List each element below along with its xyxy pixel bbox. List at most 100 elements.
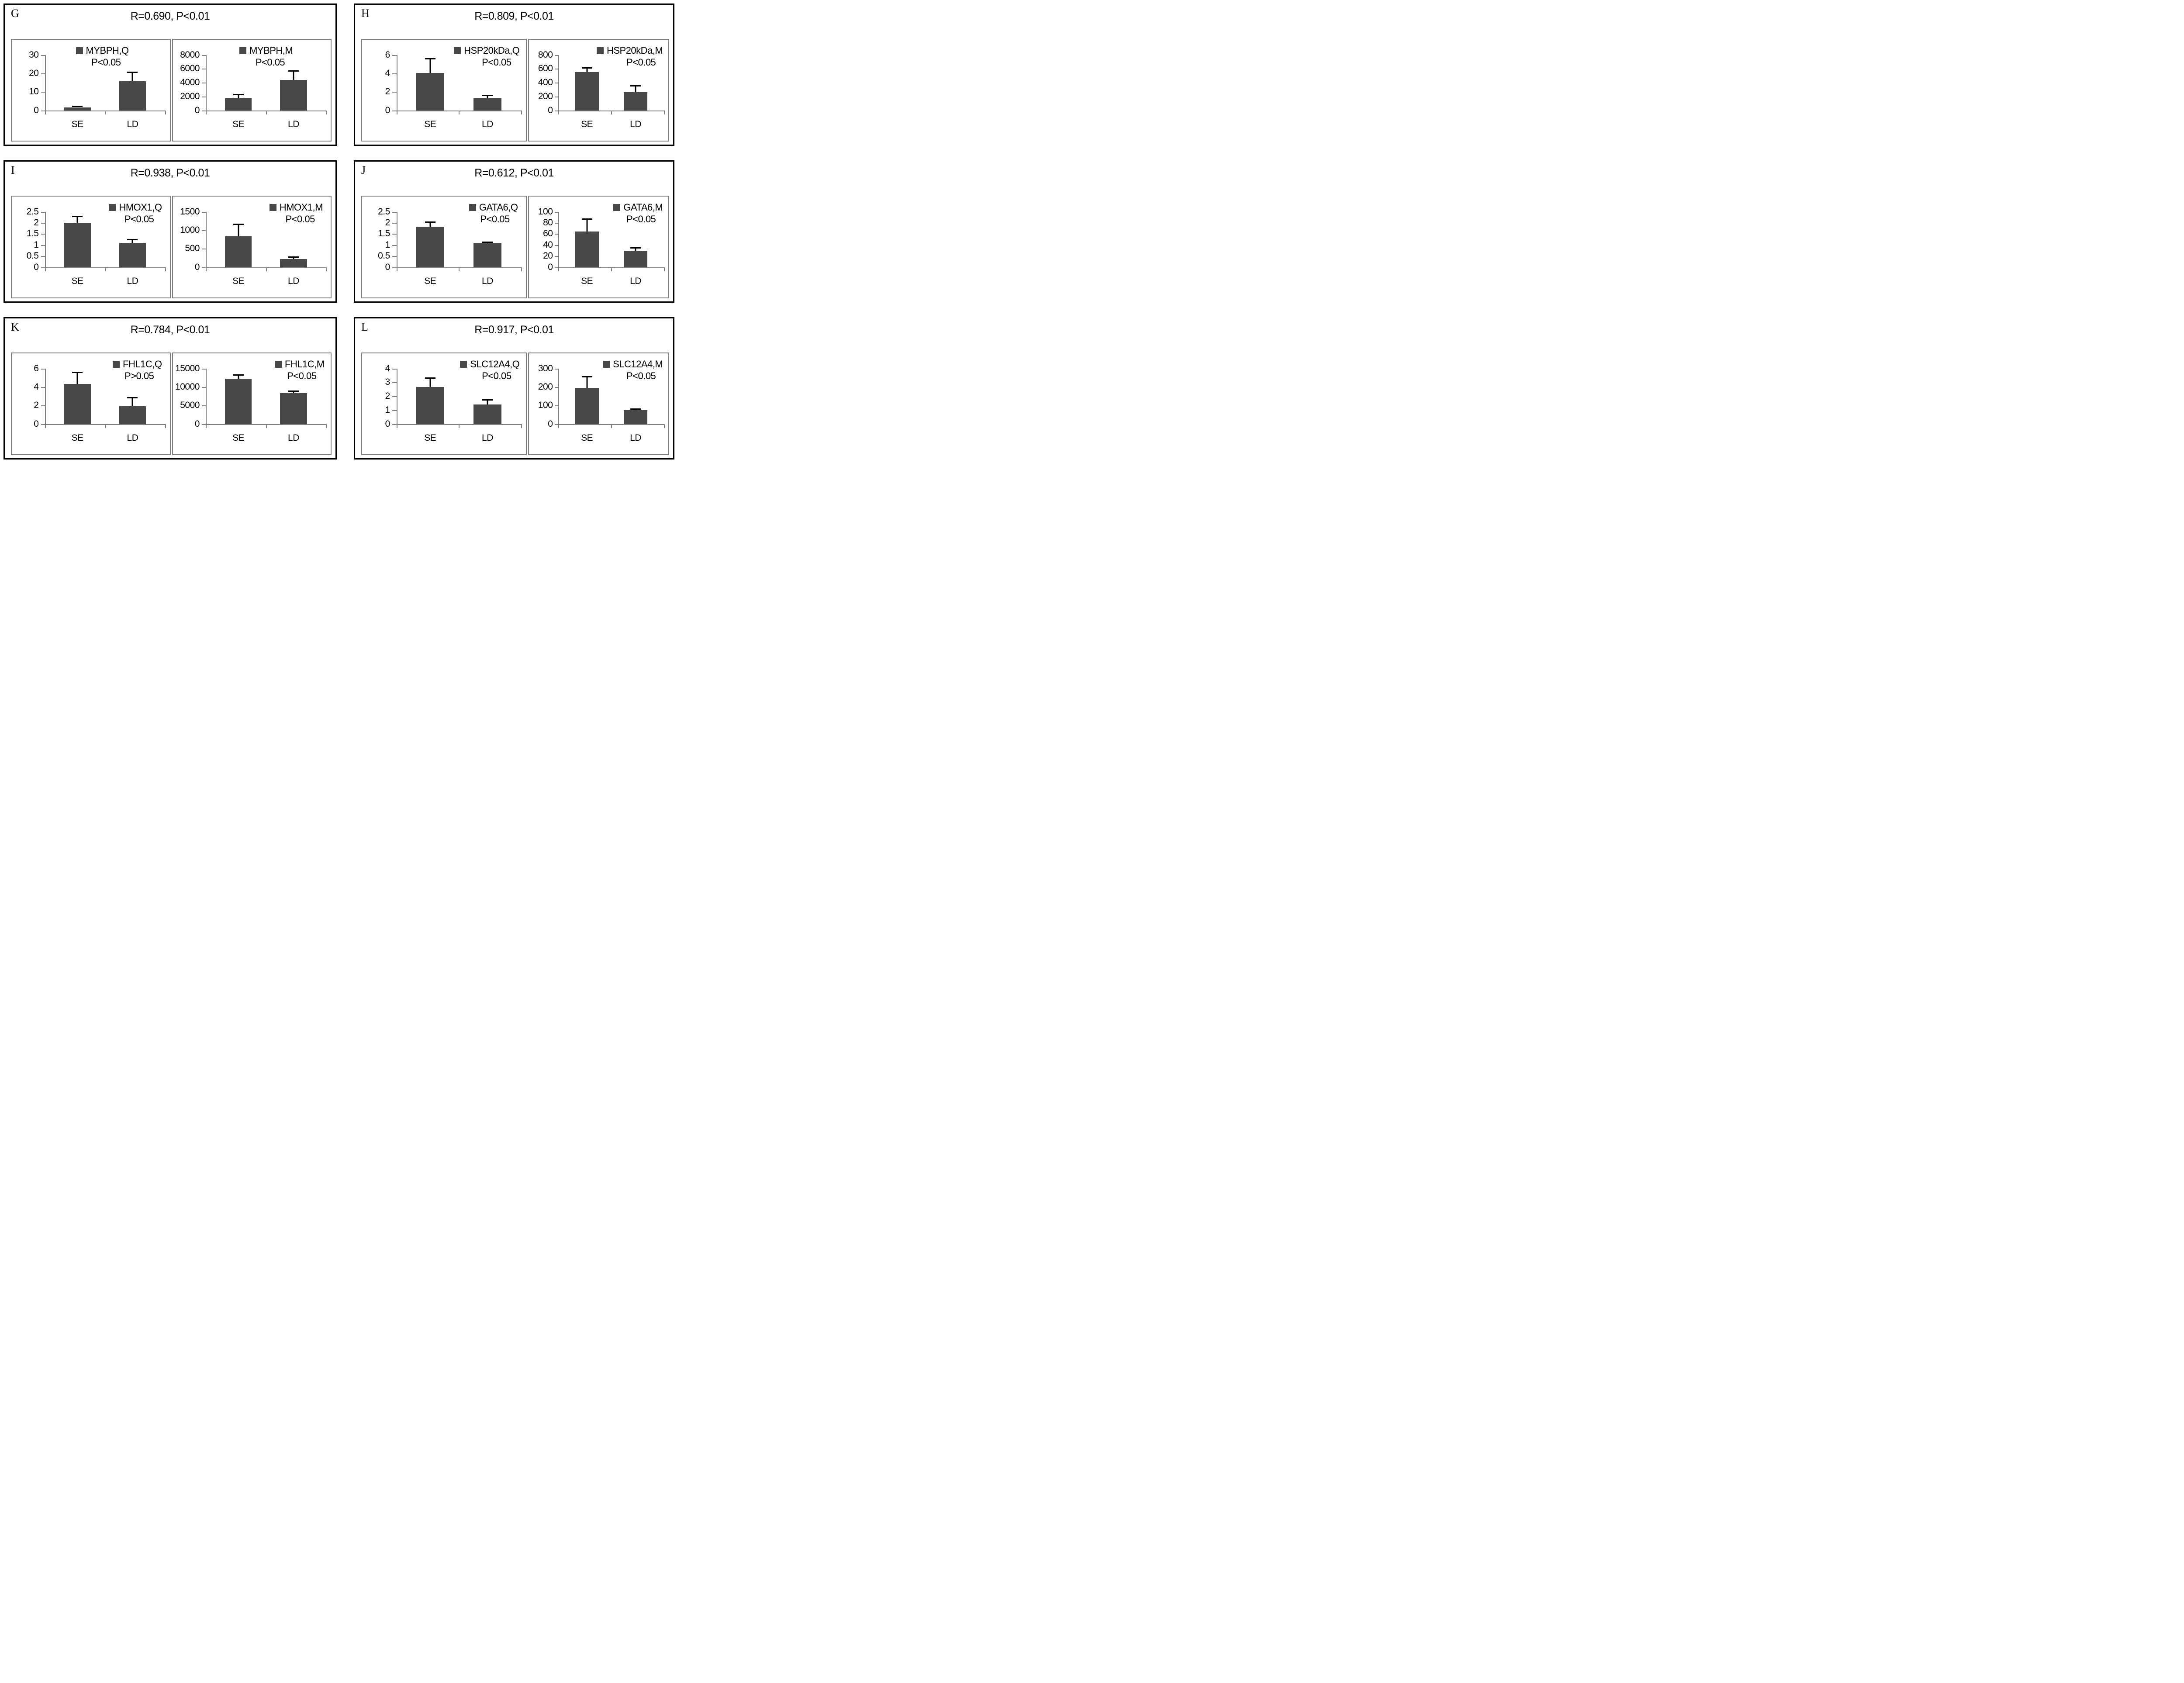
- chart-hsp20kda-m: 0 200 400 600 800 SE LD HSP20kDa,M P<0.05: [528, 39, 669, 142]
- bar-ld: [280, 393, 307, 424]
- x-tick-mark: [521, 424, 522, 428]
- p-value-label: P<0.05: [626, 370, 656, 382]
- y-tick-label: 1: [385, 239, 390, 250]
- error-bar-cap: [482, 242, 493, 243]
- p-value-label: P<0.05: [482, 370, 511, 382]
- p-value-label: P<0.05: [255, 57, 285, 68]
- error-bar-cap: [72, 372, 83, 373]
- y-tick-label: 1500: [180, 206, 200, 217]
- y-tick-label: 4: [385, 68, 390, 78]
- y-tick-label: 1.5: [26, 228, 39, 239]
- error-bar-cap: [425, 58, 435, 60]
- series-legend: FHL1C,M: [274, 359, 325, 370]
- x-category-label: LD: [482, 433, 493, 443]
- series-legend: MYBPH,Q: [76, 45, 129, 56]
- x-tick-mark: [206, 424, 207, 428]
- y-tick-label: 5000: [180, 400, 200, 411]
- p-value-label: P<0.05: [482, 57, 511, 68]
- y-tick-label: 600: [538, 63, 553, 74]
- y-tick-mark: [41, 405, 45, 407]
- x-tick-mark: [664, 110, 665, 114]
- error-bar-cap: [581, 218, 592, 220]
- y-tick-label: 0: [385, 105, 390, 115]
- y-axis-line: [558, 368, 560, 428]
- legend-swatch-icon: [613, 204, 621, 211]
- error-bar: [76, 215, 78, 223]
- y-tick-mark: [41, 256, 45, 257]
- y-tick-mark: [555, 223, 559, 224]
- y-tick-mark: [555, 256, 559, 257]
- charts-row: 0 2 4 6 SE LD HSP20kDa,Q P<0.05 0 200 400 600 800 SE L…: [361, 39, 670, 142]
- error-bar: [429, 58, 431, 73]
- legend-label: GATA6,M: [623, 201, 663, 213]
- bar-ld: [473, 98, 501, 111]
- x-category-label: LD: [288, 433, 299, 443]
- y-axis-line: [558, 55, 560, 114]
- y-tick-label: 2: [34, 400, 39, 411]
- charts-row: 0 0.5 1 1.5 2 2.5 SE LD HMOX1,Q P<0.05 0 500 1000 150…: [11, 196, 332, 298]
- series-legend: MYBPH,M: [239, 45, 293, 56]
- x-category-label: LD: [127, 276, 138, 287]
- bar-ld: [473, 243, 501, 267]
- error-bar-cap: [425, 221, 435, 223]
- chart-mybph-q: 0 10 20 30 SE LD MYBPH,Q P<0.05: [11, 39, 171, 142]
- x-tick-mark: [664, 424, 665, 428]
- chart-hsp20kda-q: 0 2 4 6 SE LD HSP20kDa,Q P<0.05: [361, 39, 527, 142]
- series-legend: HMOX1,Q: [109, 202, 162, 213]
- y-tick-label: 1000: [180, 225, 200, 235]
- error-bar-cap: [233, 374, 244, 376]
- x-category-label: SE: [424, 276, 436, 287]
- y-tick-mark: [41, 73, 45, 74]
- error-bar: [131, 71, 133, 81]
- error-bar: [586, 67, 588, 73]
- y-tick-label: 100: [538, 400, 553, 411]
- p-value-label: P<0.05: [91, 57, 121, 68]
- x-tick-mark: [611, 424, 612, 428]
- y-tick-label: 1.5: [378, 228, 390, 239]
- error-bar-cap: [288, 391, 299, 392]
- chart-mybph-m: 0 2000 4000 6000 8000 SE LD MYBPH,M P<0.05: [172, 39, 332, 142]
- x-axis-line: [206, 267, 326, 268]
- bar-ld: [119, 81, 146, 111]
- charts-row: 0 1 2 3 4 SE LD SLC12A4,Q P<0.05 0 100 200 300 SE LD SL…: [361, 352, 670, 455]
- error-bar: [131, 397, 133, 407]
- y-tick-label: 8000: [180, 49, 200, 60]
- x-axis-line: [45, 424, 165, 425]
- legend-swatch-icon: [239, 47, 247, 54]
- y-tick-label: 4: [385, 363, 390, 373]
- y-tick-mark: [392, 234, 397, 235]
- y-tick-mark: [555, 234, 559, 235]
- series-legend: GATA6,Q: [469, 202, 518, 213]
- error-bar-cap: [630, 85, 641, 86]
- x-tick-mark: [558, 424, 560, 428]
- panel-letter: L: [361, 321, 368, 333]
- y-tick-mark: [41, 387, 45, 388]
- chart-fhl1c-q: 0 2 4 6 SE LD FHL1C,Q P>0.05: [11, 352, 171, 455]
- x-tick-mark: [105, 110, 106, 114]
- y-tick-mark: [555, 405, 559, 407]
- y-tick-mark: [392, 256, 397, 257]
- error-bar-cap: [127, 397, 138, 399]
- error-bar: [586, 376, 588, 388]
- error-bar-cap: [581, 376, 592, 378]
- bar-se: [225, 98, 252, 111]
- y-tick-label: 2: [385, 86, 390, 97]
- error-bar-cap: [72, 106, 83, 107]
- x-category-label: LD: [288, 119, 299, 130]
- series-legend: FHL1C,Q: [113, 359, 162, 370]
- y-tick-label: 2: [34, 218, 39, 228]
- error-bar: [238, 94, 239, 98]
- error-bar-cap: [630, 247, 641, 249]
- x-tick-mark: [558, 267, 560, 271]
- x-tick-mark: [326, 267, 327, 271]
- y-tick-label: 0: [385, 262, 390, 272]
- y-tick-mark: [392, 267, 397, 268]
- series-legend: GATA6,M: [613, 202, 663, 213]
- error-bar-cap: [233, 94, 244, 96]
- error-bar: [487, 399, 488, 404]
- x-tick-mark: [459, 424, 460, 428]
- chart-gata6-m: 0 20 40 60 80 100 SE LD GATA6,M P<0.05: [528, 196, 669, 298]
- bar-ld: [473, 404, 501, 424]
- y-tick-label: 2: [385, 218, 390, 228]
- p-value-label: P<0.05: [124, 214, 154, 225]
